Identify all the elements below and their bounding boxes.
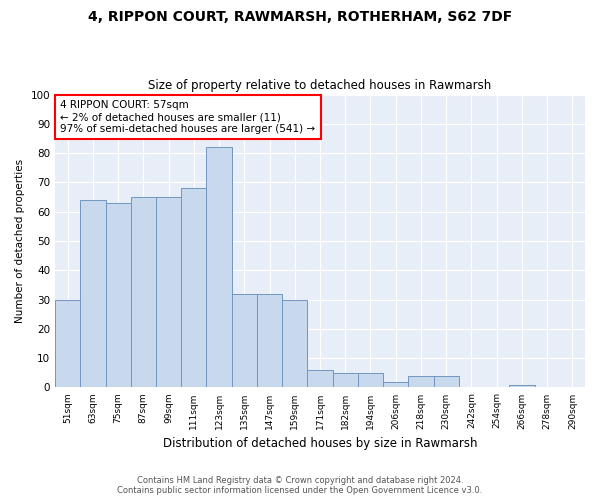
Bar <box>206 148 232 388</box>
Bar <box>257 294 282 388</box>
Bar <box>80 200 106 388</box>
Bar <box>332 373 358 388</box>
Bar <box>106 203 131 388</box>
Text: Contains HM Land Registry data © Crown copyright and database right 2024.
Contai: Contains HM Land Registry data © Crown c… <box>118 476 482 495</box>
Bar <box>383 382 409 388</box>
Bar <box>358 373 383 388</box>
Bar <box>282 300 307 388</box>
Bar <box>232 294 257 388</box>
Text: 4 RIPPON COURT: 57sqm
← 2% of detached houses are smaller (11)
97% of semi-detac: 4 RIPPON COURT: 57sqm ← 2% of detached h… <box>61 100 316 134</box>
Bar <box>181 188 206 388</box>
Bar <box>307 370 332 388</box>
Bar <box>434 376 459 388</box>
Bar <box>409 376 434 388</box>
Title: Size of property relative to detached houses in Rawmarsh: Size of property relative to detached ho… <box>148 79 491 92</box>
Bar <box>509 384 535 388</box>
X-axis label: Distribution of detached houses by size in Rawmarsh: Distribution of detached houses by size … <box>163 437 477 450</box>
Y-axis label: Number of detached properties: Number of detached properties <box>15 159 25 323</box>
Bar <box>131 197 156 388</box>
Bar <box>156 197 181 388</box>
Bar <box>55 300 80 388</box>
Text: 4, RIPPON COURT, RAWMARSH, ROTHERHAM, S62 7DF: 4, RIPPON COURT, RAWMARSH, ROTHERHAM, S6… <box>88 10 512 24</box>
